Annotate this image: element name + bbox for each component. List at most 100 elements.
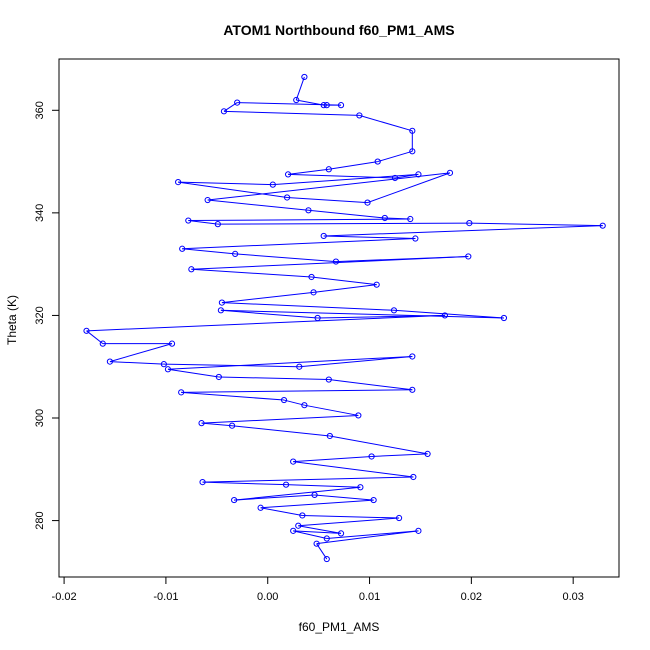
data-point — [231, 496, 238, 504]
data-point — [160, 361, 167, 368]
data-point — [409, 127, 416, 134]
data-point — [395, 514, 403, 522]
data-point — [283, 194, 291, 201]
data-point — [234, 99, 241, 106]
data-point — [314, 314, 321, 322]
series-segment — [298, 525, 342, 534]
series-segment — [393, 309, 504, 319]
data-point — [409, 386, 416, 393]
series-segment — [188, 218, 411, 222]
series-segment — [293, 530, 342, 534]
series-segment — [359, 114, 413, 132]
series-segment — [182, 248, 236, 255]
data-point — [199, 479, 206, 486]
data-point — [323, 535, 330, 542]
data-point — [337, 530, 345, 537]
data-point — [179, 245, 186, 252]
data-point — [407, 215, 414, 223]
data-point — [368, 453, 375, 460]
data-point — [99, 340, 106, 347]
data-point — [218, 299, 226, 306]
series-segment — [232, 425, 330, 437]
data-point — [310, 289, 317, 296]
data-point — [391, 174, 399, 182]
series-segment — [201, 414, 359, 424]
series-segment — [201, 422, 233, 427]
x-tick-label: 0.03 — [562, 591, 583, 603]
x-axis-label: f60_PM1_AMS — [299, 620, 380, 634]
data-point — [374, 158, 381, 165]
series-segment — [86, 314, 445, 332]
data-point — [370, 496, 377, 504]
data-point — [441, 312, 448, 319]
data-point — [280, 396, 288, 404]
series-segment — [260, 507, 303, 516]
data-point — [232, 250, 239, 257]
data-point — [323, 102, 330, 109]
data-point — [284, 171, 292, 178]
series-segment — [326, 530, 419, 540]
data-point — [106, 358, 114, 365]
chart-title: ATOM1 Northbound f60_PM1_AMS — [223, 22, 454, 38]
series-segment — [323, 235, 416, 240]
series-segment — [217, 222, 470, 225]
series-segment — [313, 284, 377, 293]
series-segment — [220, 309, 318, 319]
y-tick-label: 340 — [34, 204, 46, 222]
series-segment — [207, 172, 451, 201]
x-tick-label: 0.02 — [461, 591, 482, 603]
data-point — [164, 366, 172, 373]
data-point — [415, 171, 422, 178]
x-tick-label: -0.02 — [52, 591, 77, 603]
data-point — [323, 555, 330, 563]
series-segment — [86, 330, 104, 345]
data-point — [364, 199, 371, 206]
data-point — [446, 169, 454, 176]
series-segment — [220, 309, 504, 319]
series-segment — [178, 181, 273, 186]
series-segment — [295, 76, 305, 101]
series-segment — [191, 255, 469, 270]
series-segment — [302, 514, 400, 519]
data-point — [390, 307, 398, 314]
series-segment — [235, 253, 336, 263]
data-series — [83, 73, 606, 563]
series-segment — [202, 481, 287, 486]
x-axis: -0.02 -0.01 0.00 0.01 0.02 0.03 — [52, 577, 584, 603]
series-segment — [316, 530, 419, 545]
data-point — [188, 266, 195, 273]
data-point — [599, 222, 606, 229]
data-point — [373, 281, 380, 288]
data-point — [332, 258, 340, 265]
data-point — [293, 96, 300, 104]
series-segment — [167, 355, 413, 370]
series-segment — [221, 302, 395, 311]
data-point — [228, 422, 236, 429]
series-segment — [298, 517, 400, 527]
series-segment — [299, 355, 413, 368]
data-point — [198, 420, 205, 427]
data-point — [326, 432, 333, 440]
data-point — [299, 512, 306, 519]
y-tick-label: 280 — [34, 511, 46, 529]
series-segment — [109, 361, 164, 365]
series-segment — [287, 196, 368, 204]
series-segment — [181, 391, 285, 401]
data-point — [220, 108, 228, 115]
data-point — [215, 373, 222, 381]
series-segment — [234, 494, 315, 501]
x-tick-label: -0.01 — [153, 591, 178, 603]
data-point — [290, 458, 297, 465]
data-point — [175, 178, 182, 186]
series-segment — [329, 435, 428, 455]
series-segment — [286, 484, 361, 488]
data-point — [409, 353, 416, 360]
data-point — [185, 217, 192, 224]
series-segment — [182, 238, 416, 250]
plot-frame — [58, 58, 620, 578]
series-segment — [191, 268, 312, 278]
series-segment — [188, 220, 218, 225]
series-segment — [223, 110, 360, 116]
series-segment — [308, 209, 385, 219]
